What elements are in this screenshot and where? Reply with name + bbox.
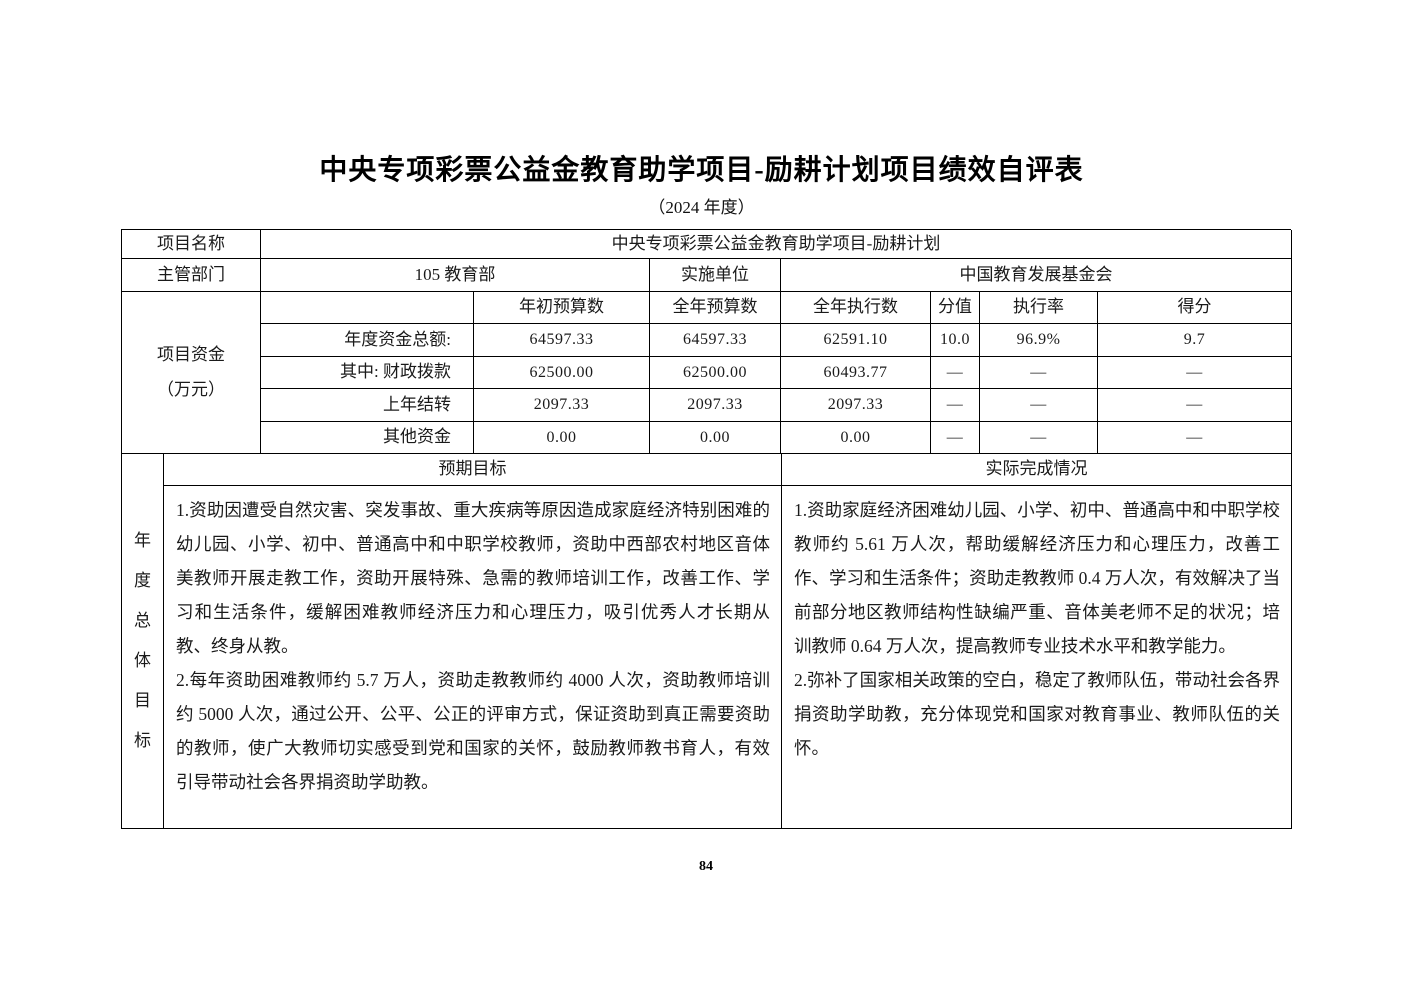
page-number: 84 (699, 859, 713, 874)
funding-cell: 2097.33 (474, 389, 650, 422)
impl-unit-label: 实施单位 (650, 259, 781, 292)
funding-header-score: 得分 (1098, 292, 1292, 324)
page-subtitle: （2024 年度） (648, 198, 755, 217)
funding-cell: 62591.10 (781, 324, 931, 357)
goals-side-label: 年度总体目标 (122, 454, 164, 829)
funding-cell: 96.9% (980, 324, 1098, 357)
funding-cell: — (980, 389, 1098, 422)
expected-goal-item-1: 1.资助因遭受自然灾害、突发事故、重大疾病等原因造成家庭经济特别困难的幼儿园、小… (176, 500, 770, 656)
info-section: 项目名称 中央专项彩票公益金教育助学项目-励耕计划 主管部门 105 教育部 实… (121, 229, 1292, 292)
actual-completion-body: 1.资助家庭经济困难幼儿园、小学、初中、普通高中和中职学校教师约 5.61 万人… (782, 486, 1292, 829)
dept-value: 105 教育部 (261, 259, 650, 292)
funding-cell: 64597.33 (474, 324, 650, 357)
funding-cell: — (980, 422, 1098, 454)
funding-cell: — (980, 357, 1098, 389)
funding-cell: 10.0 (931, 324, 980, 357)
funding-header-annual-execution: 全年执行数 (781, 292, 931, 324)
funding-header-execution-rate: 执行率 (980, 292, 1098, 324)
funding-cell: — (931, 422, 980, 454)
funding-cell: — (931, 389, 980, 422)
funding-cell: 62500.00 (650, 357, 781, 389)
funding-group-label: 项目资金 （万元） (122, 292, 261, 454)
funding-header-initial-budget: 年初预算数 (474, 292, 650, 324)
funding-row-label-other: 其他资金 (261, 422, 474, 454)
goals-side-label-text: 年度总体目标 (134, 531, 151, 750)
funding-cell: — (1098, 389, 1292, 422)
actual-completion-item-2: 2.弥补了国家相关政策的空白，稳定了教师队伍，带动社会各界捐资助学助教，充分体现… (794, 670, 1280, 758)
dept-label: 主管部门 (122, 259, 261, 292)
funding-cell: — (931, 357, 980, 389)
actual-completion-header: 实际完成情况 (782, 454, 1292, 486)
expected-goals-header: 预期目标 (164, 454, 782, 486)
project-name-value: 中央专项彩票公益金教育助学项目-励耕计划 (261, 230, 1292, 259)
funding-cell: 64597.33 (650, 324, 781, 357)
page-title: 中央专项彩票公益金教育助学项目-励耕计划项目绩效自评表 (319, 155, 1084, 186)
expected-goal-item-2: 2.每年资助困难教师约 5.7 万人，资助走教教师约 4000 人次，资助教师培… (176, 670, 770, 792)
funding-cell: — (1098, 422, 1292, 454)
funding-header-empty (261, 292, 474, 324)
funding-cell: 2097.33 (650, 389, 781, 422)
funding-row-label-fiscal: 其中: 财政拨款 (261, 357, 474, 389)
self-evaluation-table: 项目名称 中央专项彩票公益金教育助学项目-励耕计划 主管部门 105 教育部 实… (121, 229, 1292, 829)
funding-cell: — (1098, 357, 1292, 389)
funding-cell: 9.7 (1098, 324, 1292, 357)
funding-row-label-total: 年度资金总额: (261, 324, 474, 357)
actual-completion-item-1: 1.资助家庭经济困难幼儿园、小学、初中、普通高中和中职学校教师约 5.61 万人… (794, 500, 1280, 656)
funding-cell: 0.00 (650, 422, 781, 454)
expected-goals-body: 1.资助因遭受自然灾害、突发事故、重大疾病等原因造成家庭经济特别困难的幼儿园、小… (164, 486, 782, 829)
funding-header-annual-budget: 全年预算数 (650, 292, 781, 324)
funding-cell: 0.00 (474, 422, 650, 454)
funding-cell: 0.00 (781, 422, 931, 454)
goals-section: 年度总体目标 预期目标 实际完成情况 1.资助因遭受自然灾害、突发事故、重大疾病… (121, 454, 1292, 829)
funding-header-score-weight: 分值 (931, 292, 980, 324)
funding-group-label-line1: 项目资金 (157, 345, 225, 365)
funding-group-label-line2: （万元） (157, 379, 225, 399)
project-name-label: 项目名称 (122, 230, 261, 259)
impl-unit-value: 中国教育发展基金会 (781, 259, 1292, 292)
funding-section: 项目资金 （万元） 年初预算数 全年预算数 全年执行数 分值 执行率 得分 年度… (121, 292, 1292, 454)
funding-cell: 62500.00 (474, 357, 650, 389)
funding-cell: 2097.33 (781, 389, 931, 422)
funding-row-label-carryover: 上年结转 (261, 389, 474, 422)
funding-cell: 60493.77 (781, 357, 931, 389)
